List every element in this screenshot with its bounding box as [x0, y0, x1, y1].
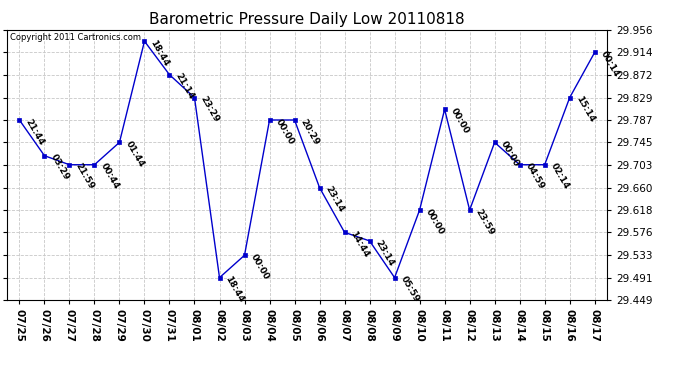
- Text: 02:14: 02:14: [549, 162, 571, 191]
- Text: 00:00: 00:00: [248, 252, 270, 281]
- Text: 00:00: 00:00: [424, 207, 446, 236]
- Text: 20:29: 20:29: [299, 117, 321, 147]
- Text: 21:14: 21:14: [174, 72, 196, 101]
- Text: 03:29: 03:29: [48, 153, 70, 182]
- Text: 05:59: 05:59: [399, 275, 421, 304]
- Text: 18:44: 18:44: [148, 38, 171, 68]
- Text: 15:14: 15:14: [574, 95, 596, 124]
- Text: 18:44: 18:44: [224, 275, 246, 304]
- Text: 00:00: 00:00: [448, 106, 471, 135]
- Text: 00:44: 00:44: [99, 162, 121, 191]
- Text: Copyright 2011 Cartronics.com: Copyright 2011 Cartronics.com: [10, 33, 141, 42]
- Text: 21:44: 21:44: [23, 117, 46, 147]
- Text: 23:29: 23:29: [199, 95, 221, 124]
- Text: 23:59: 23:59: [474, 207, 496, 237]
- Text: 21:59: 21:59: [74, 162, 96, 191]
- Text: 01:44: 01:44: [124, 140, 146, 169]
- Text: 23:14: 23:14: [374, 238, 396, 267]
- Text: 23:14: 23:14: [324, 185, 346, 214]
- Text: 00:00: 00:00: [499, 140, 521, 168]
- Text: 00:00: 00:00: [274, 117, 295, 146]
- Text: 00:14: 00:14: [599, 50, 621, 79]
- Title: Barometric Pressure Daily Low 20110818: Barometric Pressure Daily Low 20110818: [149, 12, 465, 27]
- Text: 14:44: 14:44: [348, 230, 371, 259]
- Text: 04:59: 04:59: [524, 162, 546, 191]
